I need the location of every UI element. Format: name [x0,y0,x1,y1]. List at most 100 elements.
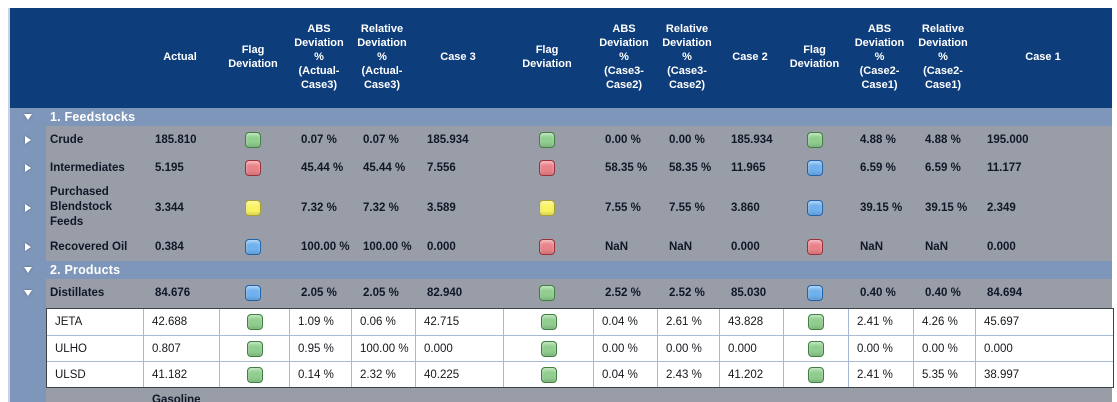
cell-value: 0.000 [719,336,783,361]
row-label: ULSD [55,368,86,381]
table-row-crude[interactable]: Crude 185.810 0.07 % 0.07 % 185.934 0.00 % 0.0… [10,126,1112,154]
header-grid: Actual Flag Deviation ABS Deviation % (Act… [46,8,1112,108]
flag-indicator-yellow [245,199,261,216]
cell-value: 41.202 [719,362,783,387]
cell-value: 2.52 % [605,287,641,299]
row-grid: Recovered Oil 0.384 100.00 % 100.00 % 0.000 N… [46,233,1112,261]
row-label: ULHO [55,342,87,355]
cell-value: 195.000 [987,134,1029,146]
cell-value: 2.05 % [363,287,399,299]
expander-strip [10,307,46,390]
column-header-flag-deviation-1[interactable]: Flag Deviation [228,44,278,70]
expander-strip [10,261,46,279]
flag-cell [218,132,288,148]
row-grid: Crude 185.810 0.07 % 0.07 % 185.934 0.00 % 0.0… [46,126,1112,154]
column-header-rel-deviation-1[interactable]: Relative Deviation % (Actual- Case3) [357,23,407,91]
cell-value: 58.35 % [669,162,712,174]
table-row-purchased-blendstock-feeds[interactable]: Purchased Blendstock Feeds 3.344 7.32 % 7.3… [10,182,1112,233]
detail-subtable: JETA 42.688 1.09 % 0.06 % 42.715 0.04 % 2.61 %… [46,308,1114,388]
row-grid: 1. Feedstocks [46,108,1112,126]
cell-value: 7.556 [427,162,456,174]
cell-value: 0.00 % [657,336,719,361]
column-header-abs-deviation-1[interactable]: ABS Deviation % (Actual- Case3) [294,23,344,91]
sub-row-ulho[interactable]: ULHO 0.807 0.95 % 100.00 % 0.000 0.00 % 0.00 %… [47,335,1113,361]
flag-indicator-red [245,160,261,176]
sub-row-ulsd[interactable]: ULSD 41.182 0.14 % 2.32 % 40.225 0.04 % 2.43 %… [47,361,1113,387]
cell-value: 0.00 % [593,336,657,361]
section-row-2-products[interactable]: 2. Products [10,261,1112,279]
row-label: Crude [50,133,84,146]
expander-strip [10,154,46,182]
expander-strip [10,182,46,233]
cell-value: 85.030 [731,287,767,299]
flag-cell [782,239,847,255]
cell-value: 5.35 % [913,362,975,387]
column-header-rel-deviation-3[interactable]: Relative Deviation % (Case2- Case1) [918,23,968,91]
cell-value: 5.195 [155,162,184,174]
row-label: Gasoline [152,394,201,402]
cell-value: 0.14 % [289,362,351,387]
expand-arrow-icon[interactable] [25,164,31,172]
column-header-rel-deviation-2[interactable]: Relative Deviation % (Case3- Case2) [662,23,712,91]
column-header-flag-deviation-2[interactable]: Flag Deviation [522,44,572,70]
flag-indicator-red [806,239,823,255]
table-row-intermediates[interactable]: Intermediates 5.195 45.44 % 45.44 % 7.556 58.… [10,154,1112,182]
cell-value: 3.589 [427,201,456,214]
expander-strip [10,279,46,307]
cell-value: 0.000 [731,241,760,253]
column-header-case-3[interactable]: Case 3 [440,51,476,64]
cell-value: 0.06 % [351,309,415,335]
flag-cell [783,309,848,335]
collapse-arrow-icon[interactable] [24,267,32,273]
flag-indicator-blue [806,199,823,216]
column-header-actual[interactable]: Actual [163,51,197,64]
cell-value: 7.32 % [363,201,399,214]
flag-indicator-green [808,340,824,357]
expand-arrow-icon[interactable] [25,203,31,212]
flag-indicator-blue [245,239,261,255]
cell-value: 0.00 % [605,134,641,146]
collapse-arrow-icon[interactable] [24,114,32,120]
column-header-abs-deviation-2[interactable]: ABS Deviation % (Case3- Case2) [599,23,649,91]
flag-cell [219,362,289,387]
cell-value: 42.688 [143,309,219,335]
cell-value: NaN [605,241,629,253]
column-header-abs-deviation-3[interactable]: ABS Deviation % (Case2- Case1) [854,23,905,91]
expand-arrow-icon[interactable] [25,136,31,144]
collapse-arrow-icon[interactable] [24,290,32,296]
table-row-distillates[interactable]: Distillates 84.676 2.05 % 2.05 % 82.940 2.52 … [10,279,1112,307]
flag-indicator-green [246,340,263,357]
section-row-1-feedstocks[interactable]: 1. Feedstocks [10,108,1112,126]
cell-value: 11.177 [987,162,1022,174]
cell-value: 100.00 % [363,241,412,253]
flag-cell [502,199,592,216]
flag-cell [503,336,593,361]
flag-cell [219,309,289,335]
cell-value: 6.59 % [925,162,961,174]
column-header-flag-deviation-3[interactable]: Flag Deviation [789,44,840,70]
cell-value: 2.05 % [301,287,337,299]
cell-value: NaN [669,241,693,253]
partial-row-gasoline: Gasoline [10,390,1112,402]
column-header-case-1[interactable]: Case 1 [1025,51,1061,64]
cell-value: 0.95 % [289,336,351,361]
flag-cell [783,362,848,387]
flag-cell [782,160,847,176]
table-header-row: Actual Flag Deviation ABS Deviation % (Act… [10,8,1112,108]
flag-cell [219,336,289,361]
table-body: 1. Feedstocks Crude 185.810 0.07 % 0.07 % 185… [10,108,1114,402]
table-row-recovered-oil[interactable]: Recovered Oil 0.384 100.00 % 100.00 % 0.000 N… [10,233,1112,261]
flag-indicator-green [245,132,261,148]
expand-arrow-icon[interactable] [25,243,31,251]
cell-value: 2.349 [987,201,1016,214]
cell-value: 0.00 % [669,134,705,146]
cell-value: 41.182 [143,362,219,387]
cell-value: 0.000 [975,336,1113,361]
column-header-case-2[interactable]: Case 2 [732,51,768,64]
flag-cell [502,160,592,176]
cell-value: 0.40 % [860,287,896,299]
cell-value: NaN [860,241,884,253]
expander-strip [10,390,46,402]
sub-row-jeta[interactable]: JETA 42.688 1.09 % 0.06 % 42.715 0.04 % 2.61 %… [47,309,1113,335]
cell-value: 0.40 % [925,287,961,299]
